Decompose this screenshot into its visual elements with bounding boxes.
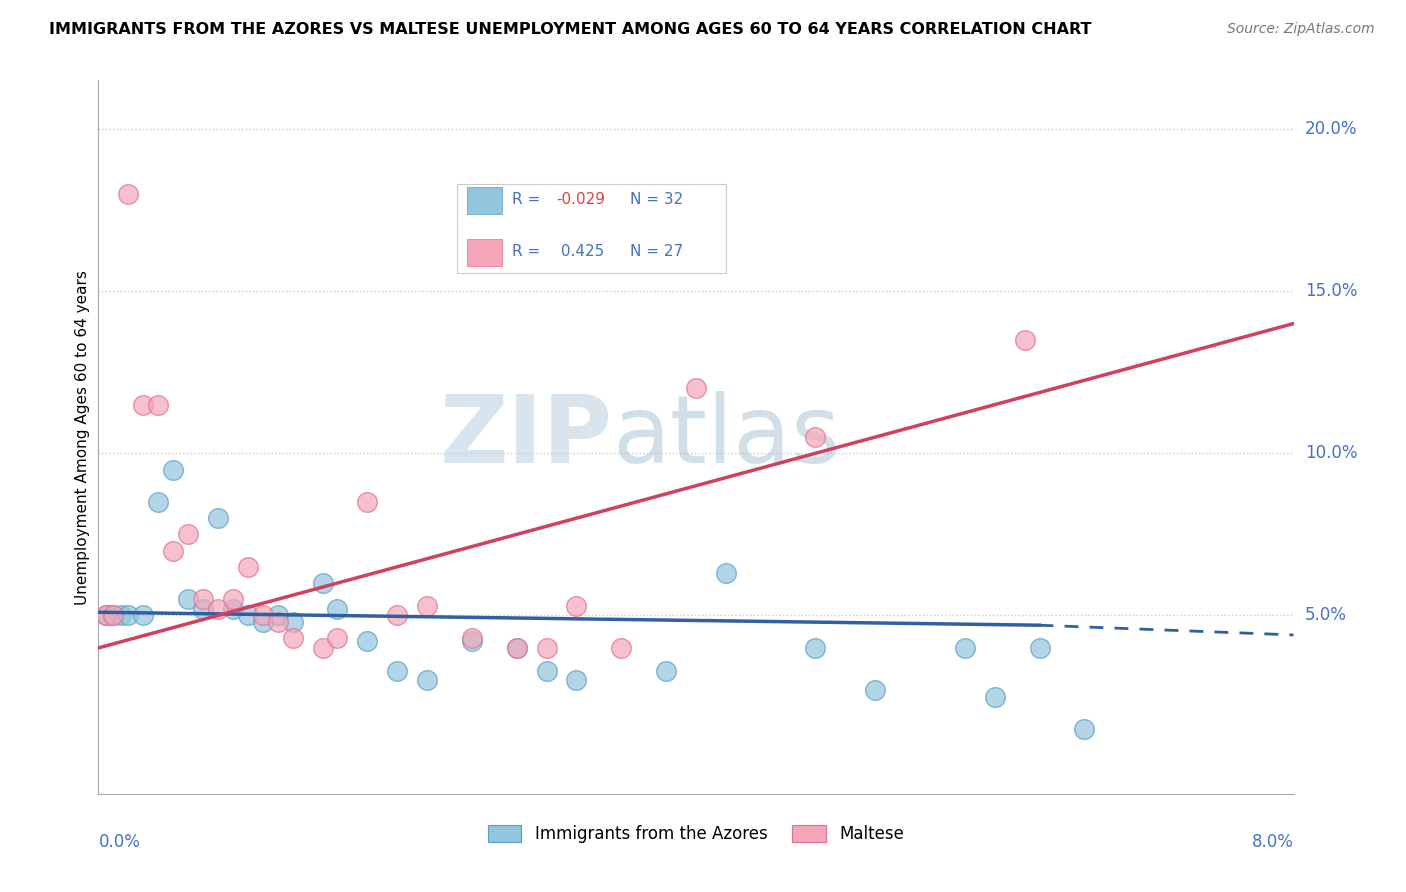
Point [236,559,259,574]
Point [222,592,245,607]
Text: atlas: atlas [613,391,841,483]
Point [267,608,290,623]
Point [162,543,184,558]
Text: 15.0%: 15.0% [1305,282,1357,300]
Text: 0.425: 0.425 [557,244,605,259]
Point [1014,333,1036,347]
Point [416,673,439,688]
Point [610,640,633,655]
Point [191,592,214,607]
Point [236,608,259,623]
Point [565,673,588,688]
Point [356,634,378,648]
Point [356,495,378,509]
Text: R =: R = [512,192,546,207]
Text: ZIP: ZIP [440,391,613,483]
Point [565,599,588,613]
Point [177,592,200,607]
Point [252,615,274,629]
Point [311,576,333,591]
Point [416,599,439,613]
Point [94,608,117,623]
Y-axis label: Unemployment Among Ages 60 to 64 years: Unemployment Among Ages 60 to 64 years [75,269,90,605]
Point [191,602,214,616]
Point [132,608,155,623]
Point [1028,640,1050,655]
Point [506,640,529,655]
Point [326,631,349,645]
Point [1073,722,1095,736]
Text: N = 32: N = 32 [630,192,683,207]
Point [132,398,155,412]
Point [685,381,707,395]
FancyBboxPatch shape [467,239,502,266]
Point [506,640,529,655]
Point [865,683,887,698]
Point [281,631,304,645]
Point [207,511,229,525]
Point [984,690,1007,704]
Point [385,664,409,678]
Point [385,608,409,623]
Point [148,398,170,412]
Point [326,602,349,616]
Point [148,495,170,509]
Text: R =: R = [512,244,546,259]
Point [252,608,274,623]
Point [953,640,976,655]
Point [117,186,139,201]
Point [536,640,558,655]
Text: -0.029: -0.029 [557,192,605,207]
Point [267,615,290,629]
Point [103,608,125,623]
Text: 10.0%: 10.0% [1305,444,1357,462]
Point [162,462,184,476]
Point [222,602,245,616]
Text: 8.0%: 8.0% [1251,833,1294,851]
Point [804,640,827,655]
Text: IMMIGRANTS FROM THE AZORES VS MALTESE UNEMPLOYMENT AMONG AGES 60 TO 64 YEARS COR: IMMIGRANTS FROM THE AZORES VS MALTESE UN… [49,22,1091,37]
Point [207,602,229,616]
Point [117,608,139,623]
Point [536,664,558,678]
Point [714,566,737,581]
Point [110,608,132,623]
Point [804,430,827,444]
FancyBboxPatch shape [467,186,502,214]
Text: 20.0%: 20.0% [1305,120,1357,138]
Point [281,615,304,629]
Legend: Immigrants from the Azores, Maltese: Immigrants from the Azores, Maltese [481,818,911,850]
Point [94,608,117,623]
Text: 5.0%: 5.0% [1305,607,1347,624]
FancyBboxPatch shape [457,184,725,273]
Point [461,634,484,648]
Point [655,664,678,678]
Point [311,640,333,655]
Text: 0.0%: 0.0% [98,833,141,851]
Text: Source: ZipAtlas.com: Source: ZipAtlas.com [1227,22,1375,37]
Point [177,527,200,541]
Text: N = 27: N = 27 [630,244,683,259]
Point [461,631,484,645]
Point [103,608,125,623]
